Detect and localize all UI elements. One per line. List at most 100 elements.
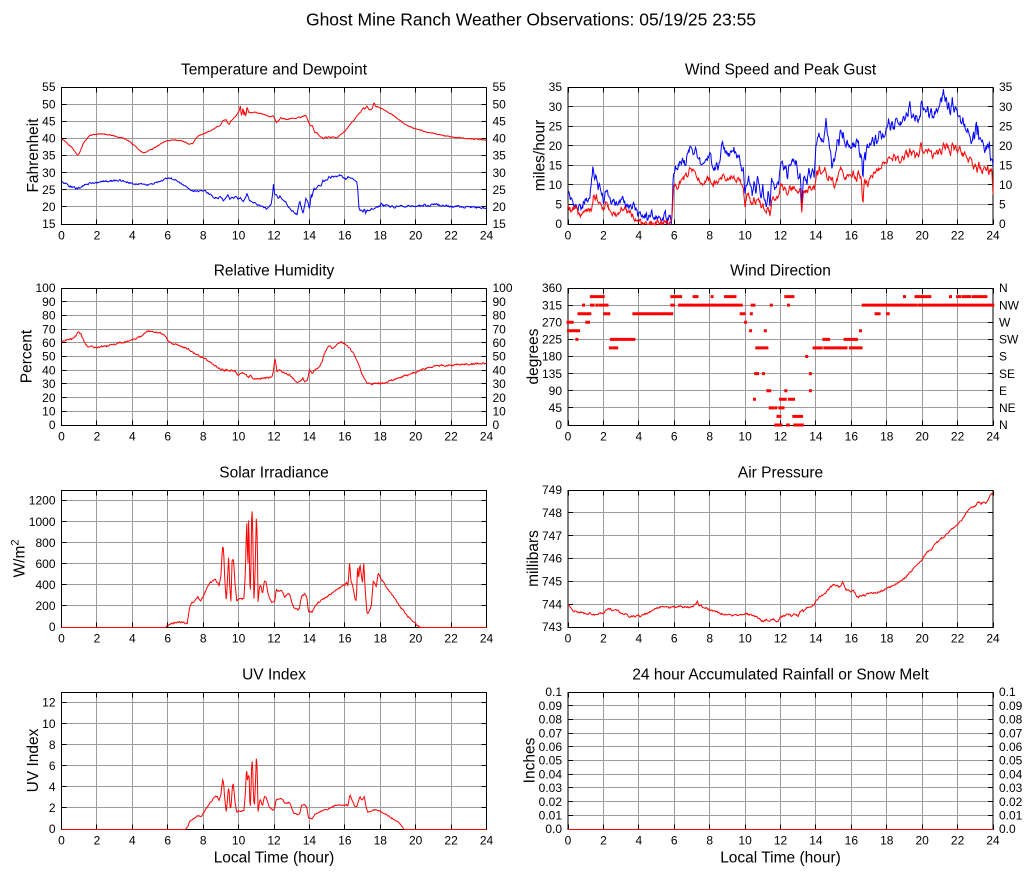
svg-text:10: 10	[999, 178, 1013, 192]
svg-text:W: W	[999, 315, 1011, 329]
svg-text:14: 14	[303, 430, 317, 444]
svg-text:0.03: 0.03	[539, 781, 563, 795]
svg-text:0.08: 0.08	[539, 713, 563, 727]
svg-text:30: 30	[42, 377, 56, 391]
svg-text:18: 18	[880, 632, 894, 646]
svg-text:45: 45	[549, 401, 563, 415]
svg-text:12: 12	[267, 229, 281, 243]
svg-text:0: 0	[58, 834, 65, 848]
svg-text:18: 18	[880, 430, 894, 444]
svg-text:24: 24	[986, 430, 1000, 444]
svg-text:135: 135	[542, 367, 562, 381]
svg-text:70: 70	[493, 322, 507, 336]
svg-text:10: 10	[232, 632, 246, 646]
svg-text:S: S	[999, 350, 1007, 364]
svg-text:Inches: Inches	[521, 737, 538, 783]
svg-text:90: 90	[493, 295, 507, 309]
svg-text:0.0: 0.0	[545, 822, 562, 836]
svg-text:180: 180	[542, 350, 562, 364]
svg-text:N: N	[999, 281, 1008, 295]
svg-text:22: 22	[444, 632, 458, 646]
svg-text:0: 0	[49, 620, 56, 634]
svg-text:16: 16	[338, 229, 352, 243]
svg-text:0: 0	[58, 632, 65, 646]
svg-text:6: 6	[671, 430, 678, 444]
svg-text:743: 743	[542, 620, 562, 634]
svg-text:0: 0	[49, 418, 56, 432]
svg-text:0.05: 0.05	[999, 754, 1023, 768]
svg-text:35: 35	[999, 80, 1013, 94]
svg-text:2: 2	[94, 229, 101, 243]
svg-text:Percent: Percent	[18, 329, 35, 383]
svg-text:20: 20	[915, 632, 929, 646]
svg-text:0: 0	[565, 834, 572, 848]
svg-text:16: 16	[845, 229, 859, 243]
svg-text:8: 8	[706, 834, 713, 848]
svg-text:90: 90	[549, 384, 563, 398]
svg-text:30: 30	[999, 100, 1013, 114]
svg-text:0.08: 0.08	[999, 713, 1023, 727]
svg-text:10: 10	[738, 229, 752, 243]
svg-text:6: 6	[164, 430, 171, 444]
svg-text:0.04: 0.04	[539, 767, 563, 781]
svg-text:14: 14	[809, 229, 823, 243]
svg-text:10: 10	[232, 430, 246, 444]
svg-text:10: 10	[738, 834, 752, 848]
svg-text:4: 4	[49, 780, 56, 794]
svg-text:0.1: 0.1	[545, 685, 562, 699]
svg-text:4: 4	[635, 834, 642, 848]
svg-text:12: 12	[267, 834, 281, 848]
svg-text:0: 0	[565, 229, 572, 243]
svg-text:4: 4	[129, 430, 136, 444]
svg-text:Air Pressure: Air Pressure	[738, 465, 823, 482]
svg-text:8: 8	[49, 738, 56, 752]
svg-text:4: 4	[129, 834, 136, 848]
svg-text:6: 6	[671, 229, 678, 243]
svg-text:100: 100	[493, 281, 513, 295]
svg-text:22: 22	[951, 430, 965, 444]
svg-text:20: 20	[493, 391, 507, 405]
svg-text:18: 18	[374, 430, 388, 444]
svg-text:NW: NW	[999, 298, 1020, 312]
svg-text:15: 15	[549, 158, 563, 172]
svg-text:0.03: 0.03	[999, 781, 1023, 795]
svg-text:Fahrenheit: Fahrenheit	[25, 118, 42, 193]
svg-text:16: 16	[338, 632, 352, 646]
svg-text:N: N	[999, 418, 1008, 432]
svg-text:80: 80	[42, 309, 56, 323]
svg-text:30: 30	[549, 100, 563, 114]
svg-text:2: 2	[600, 430, 607, 444]
svg-text:18: 18	[374, 632, 388, 646]
svg-text:10: 10	[232, 834, 246, 848]
svg-text:40: 40	[42, 132, 56, 146]
svg-text:30: 30	[493, 166, 507, 180]
svg-text:15: 15	[42, 217, 56, 231]
svg-text:16: 16	[845, 430, 859, 444]
svg-text:749: 749	[542, 483, 562, 497]
svg-text:12: 12	[774, 834, 788, 848]
svg-text:20: 20	[409, 632, 423, 646]
svg-text:35: 35	[493, 149, 507, 163]
svg-text:1200: 1200	[29, 494, 56, 508]
svg-text:6: 6	[671, 632, 678, 646]
svg-text:8: 8	[200, 430, 207, 444]
svg-text:1000: 1000	[29, 515, 56, 529]
svg-text:600: 600	[35, 557, 55, 571]
svg-text:0.07: 0.07	[999, 726, 1023, 740]
svg-text:20: 20	[409, 430, 423, 444]
svg-text:745: 745	[542, 575, 562, 589]
svg-text:20: 20	[409, 834, 423, 848]
svg-text:45: 45	[493, 114, 507, 128]
svg-text:0: 0	[999, 217, 1006, 231]
svg-text:2: 2	[600, 229, 607, 243]
svg-text:747: 747	[542, 529, 562, 543]
svg-text:10: 10	[738, 632, 752, 646]
svg-text:10: 10	[493, 405, 507, 419]
svg-text:20: 20	[999, 139, 1013, 153]
svg-text:6: 6	[164, 632, 171, 646]
svg-text:8: 8	[200, 229, 207, 243]
svg-text:746: 746	[542, 552, 562, 566]
svg-text:2: 2	[94, 632, 101, 646]
svg-text:4: 4	[635, 229, 642, 243]
svg-text:4: 4	[129, 229, 136, 243]
